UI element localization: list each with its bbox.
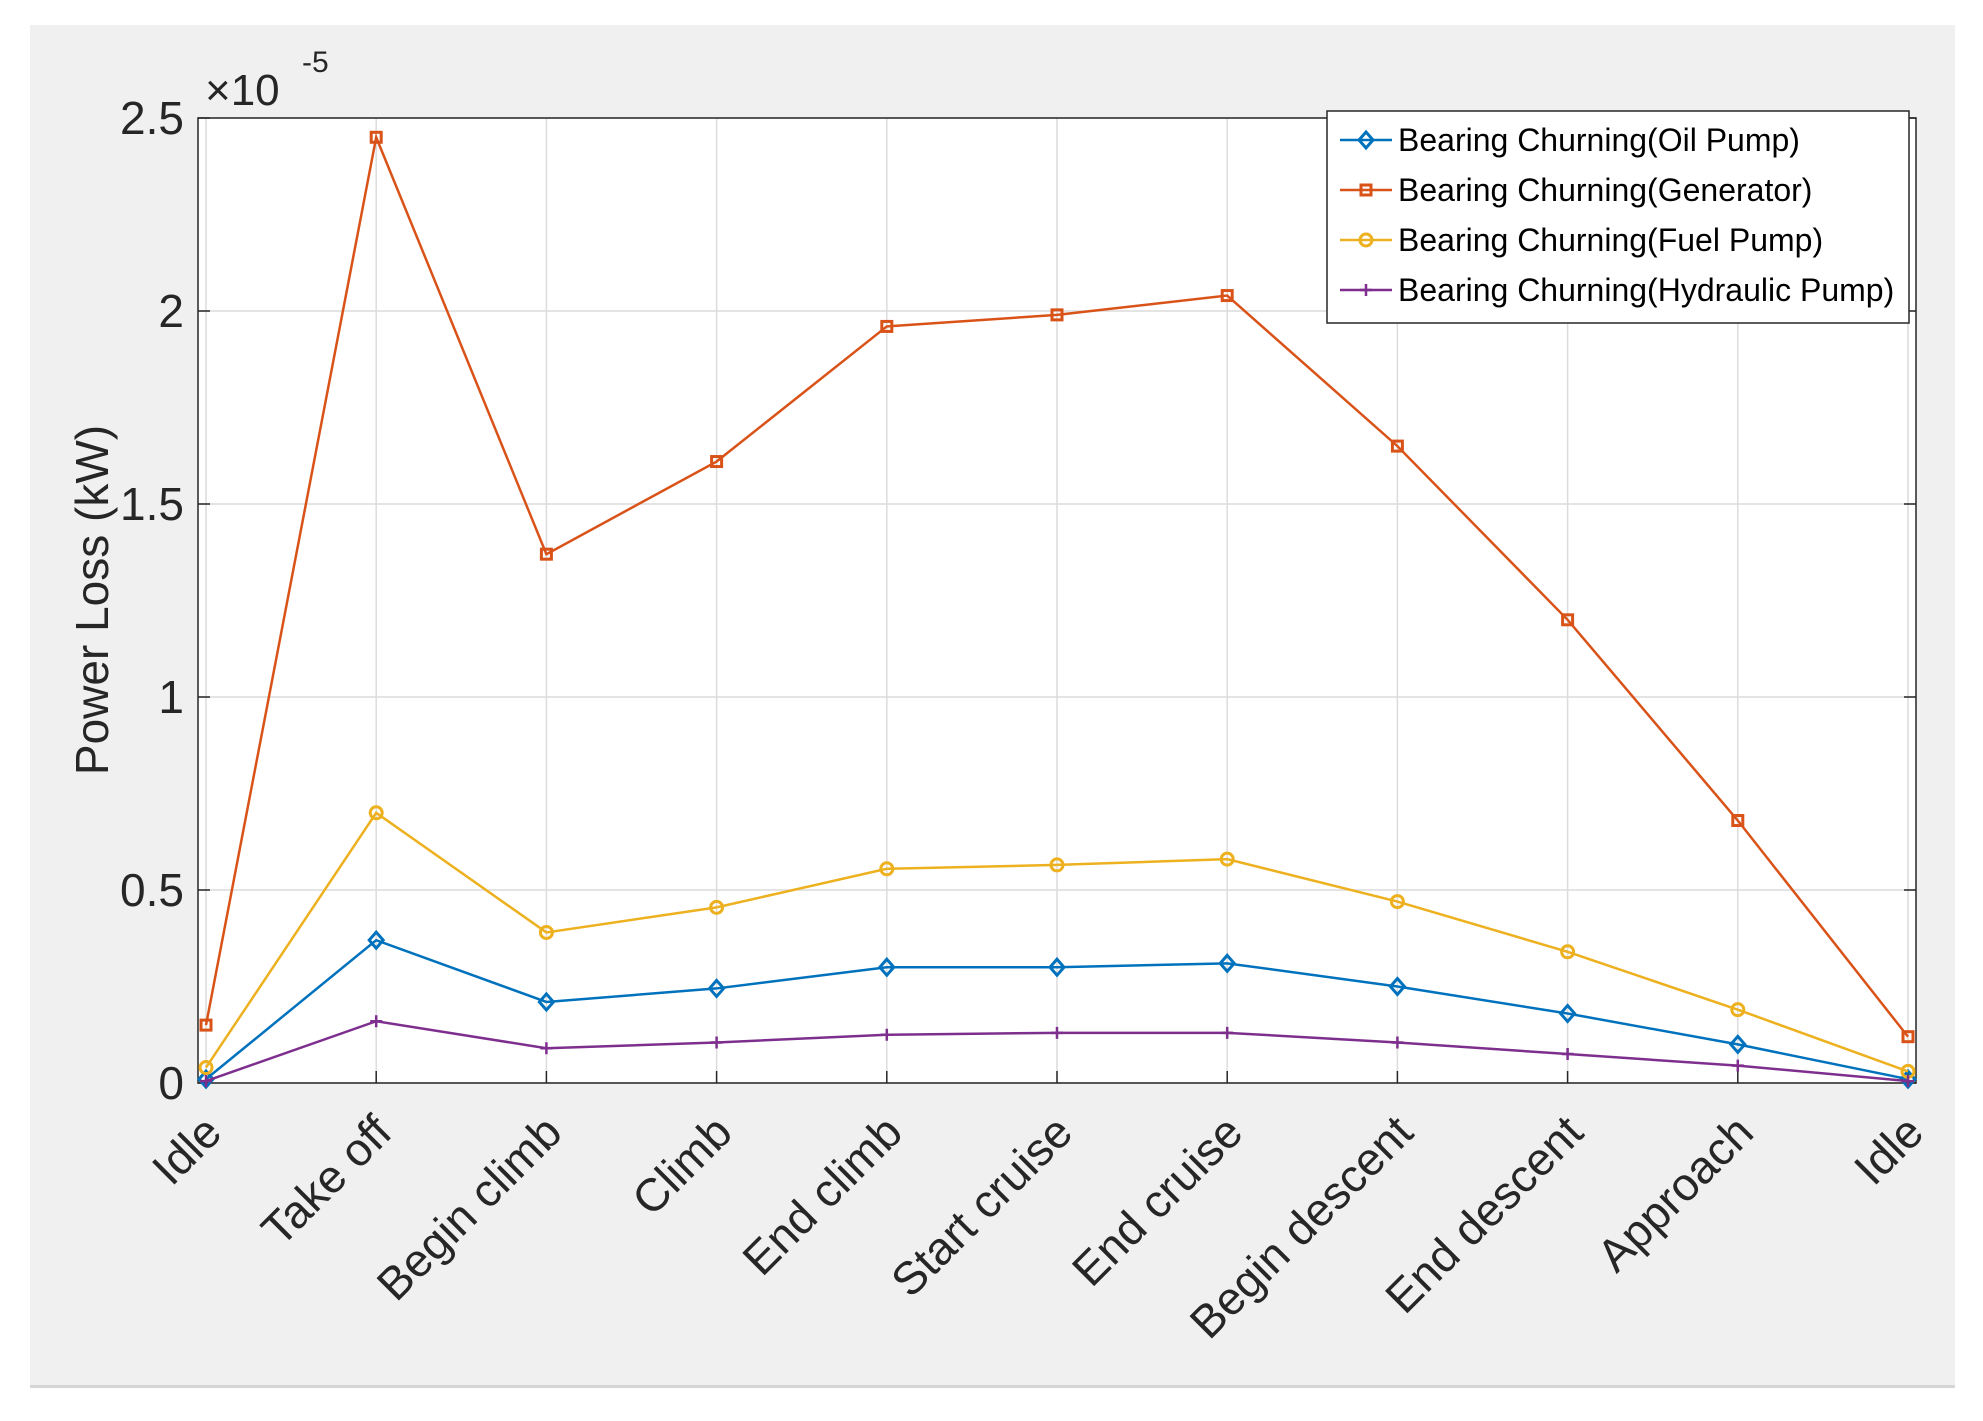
data-point-plus-marker bbox=[370, 1015, 383, 1028]
data-point-diamond-marker bbox=[1558, 1003, 1577, 1024]
data-point-diamond-marker bbox=[1218, 953, 1237, 974]
data-point-square-marker bbox=[1561, 613, 1575, 627]
data-point-circle-marker bbox=[538, 924, 554, 940]
series-line-fuel-pump bbox=[204, 811, 1909, 1073]
series-line-generator bbox=[204, 132, 1909, 1038]
data-point-diamond-marker bbox=[367, 929, 386, 951]
data-point-plus-marker bbox=[1902, 1075, 1914, 1088]
legend-label: Bearing Churning(Oil Pump) bbox=[1398, 122, 1800, 158]
data-point-square-marker bbox=[1390, 439, 1404, 453]
data-point-circle-marker bbox=[1219, 851, 1235, 867]
data-point-diamond-marker bbox=[537, 991, 556, 1013]
data-point-square-marker bbox=[199, 1018, 213, 1032]
data-point-circle-marker bbox=[198, 1060, 214, 1076]
series-layer bbox=[197, 130, 1917, 1090]
data-point-plus-marker bbox=[1731, 1059, 1744, 1072]
legend-item-fuel-pump: Bearing Churning(Fuel Pump) bbox=[1340, 222, 1823, 258]
data-point-plus-marker bbox=[710, 1036, 723, 1049]
data-point-plus-marker bbox=[1391, 1036, 1404, 1049]
data-point-diamond-marker bbox=[1048, 956, 1066, 978]
axes-box bbox=[197, 117, 1917, 1084]
data-point-square-marker bbox=[1220, 289, 1234, 303]
x-tick-label: Start cruise bbox=[881, 1105, 1082, 1306]
data-point-circle-marker bbox=[1730, 1002, 1746, 1018]
y-exponent-power: -5 bbox=[302, 46, 329, 79]
x-tick-label: Begin climb bbox=[367, 1105, 572, 1310]
legend-label: Bearing Churning(Fuel Pump) bbox=[1398, 222, 1823, 258]
data-point-square-marker bbox=[880, 319, 894, 333]
data-point-square-marker bbox=[539, 547, 553, 561]
legend-item-oil-pump: Bearing Churning(Oil Pump) bbox=[1340, 122, 1800, 158]
y-tick-labels: 0 0.5 1 1.5 2 2.5 bbox=[120, 92, 184, 1109]
legend-item-hydraulic-pump: Bearing Churning(Hydraulic Pump) bbox=[1340, 272, 1894, 308]
data-point-diamond-marker bbox=[1388, 976, 1407, 997]
data-point-square-marker bbox=[1901, 1030, 1915, 1044]
y-tick-label: 1 bbox=[158, 671, 184, 723]
legend-item-generator: Bearing Churning(Generator) bbox=[1340, 172, 1812, 208]
x-tick-label: Idle bbox=[142, 1105, 231, 1194]
legend-plus-marker bbox=[1360, 284, 1372, 296]
data-point-diamond-marker bbox=[877, 956, 896, 978]
data-point-plus-marker bbox=[200, 1075, 212, 1088]
legend-label: Bearing Churning(Hydraulic Pump) bbox=[1398, 272, 1894, 308]
figure-bottom-border bbox=[30, 1385, 1955, 1388]
series-generator bbox=[199, 130, 1915, 1044]
x-tick-label: Climb bbox=[622, 1105, 742, 1225]
data-point-diamond-marker bbox=[707, 978, 726, 999]
data-point-plus-marker bbox=[1561, 1048, 1574, 1061]
data-point-circle-marker bbox=[879, 861, 895, 877]
y-tick-label: 1.5 bbox=[120, 478, 184, 530]
data-point-plus-marker bbox=[540, 1042, 553, 1055]
y-tick-label: 2.5 bbox=[120, 92, 184, 144]
data-point-plus-marker bbox=[1051, 1026, 1063, 1039]
data-point-circle-marker bbox=[1389, 894, 1405, 910]
data-point-square-marker bbox=[369, 130, 383, 144]
data-point-square-marker bbox=[710, 455, 724, 469]
y-tick-label: 0.5 bbox=[120, 864, 184, 916]
y-tick-label: 0 bbox=[158, 1057, 184, 1109]
data-point-circle-marker bbox=[368, 805, 384, 821]
legend-box bbox=[1326, 110, 1910, 324]
legend-diamond-marker bbox=[1357, 129, 1375, 151]
data-point-diamond-marker bbox=[197, 1068, 215, 1090]
data-point-plus-marker bbox=[880, 1028, 893, 1041]
legend: Bearing Churning(Oil Pump) Bearing Churni… bbox=[1326, 110, 1910, 324]
data-point-square-marker bbox=[1050, 308, 1064, 322]
legend-circle-marker bbox=[1358, 232, 1374, 248]
series-fuel-pump bbox=[198, 805, 1916, 1079]
y-exponent-base: ×10 bbox=[205, 66, 280, 115]
data-point-plus-marker bbox=[1221, 1026, 1234, 1039]
series-hydraulic-pump bbox=[200, 1015, 1914, 1088]
series-line-oil-pump bbox=[205, 938, 1909, 1081]
legend-square-marker bbox=[1359, 183, 1373, 197]
y-tick-label: 2 bbox=[158, 285, 184, 337]
legend-label: Bearing Churning(Generator) bbox=[1398, 172, 1812, 208]
data-point-circle-marker bbox=[1560, 944, 1576, 960]
x-tick-label: Take off bbox=[251, 1105, 401, 1255]
x-tick-label: End climb bbox=[732, 1105, 912, 1285]
x-tick-label: Idle bbox=[1844, 1105, 1933, 1194]
y-axis-title: Power Loss (kW) bbox=[66, 425, 118, 775]
data-point-diamond-marker bbox=[1728, 1034, 1747, 1055]
data-point-circle-marker bbox=[1049, 857, 1065, 873]
x-tick-label: Approach bbox=[1587, 1105, 1763, 1281]
data-point-square-marker bbox=[1731, 814, 1745, 828]
data-point-circle-marker bbox=[709, 899, 725, 915]
